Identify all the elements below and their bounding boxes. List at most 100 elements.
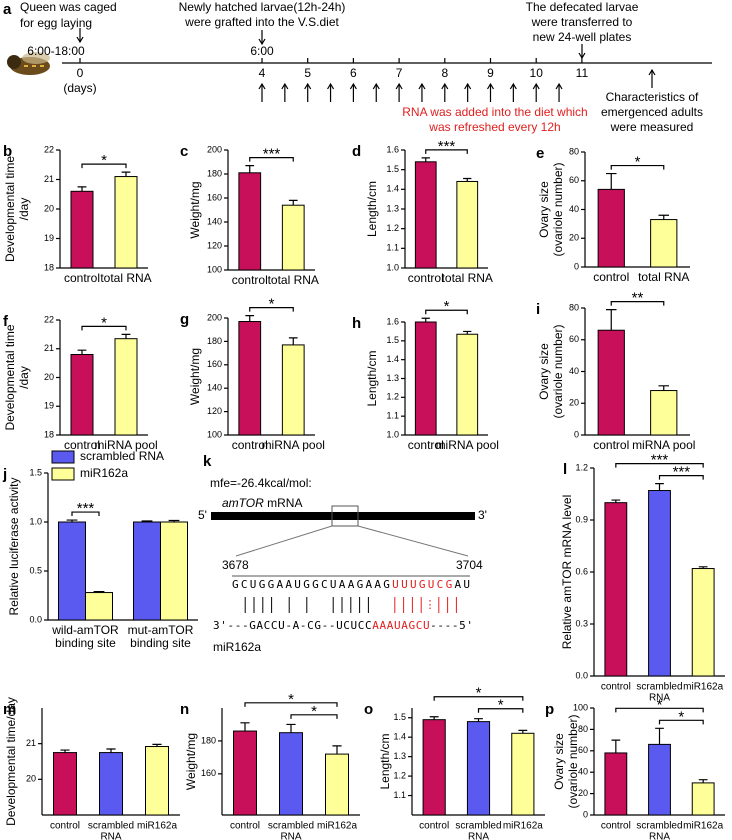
x-tick-label: total RNA — [100, 271, 151, 285]
y-tick-label: 80 — [569, 146, 579, 156]
x-tick-label: miRNA pool — [94, 438, 157, 452]
significance-bracket — [81, 325, 127, 331]
arrow-head — [349, 82, 357, 90]
arrow-head — [372, 82, 380, 90]
bar — [466, 721, 491, 816]
error-bar — [655, 483, 664, 491]
y-tick-label: 1.5 — [393, 712, 406, 722]
significance-bracket — [433, 696, 524, 701]
y-tick-label: 1.4 — [386, 354, 399, 364]
day-label: 6 — [350, 66, 357, 80]
error-bar — [245, 315, 255, 322]
y-tick-label: 1.0 — [386, 262, 399, 272]
x-tick-label: scrambled — [636, 821, 682, 832]
significance-label: *** — [651, 452, 669, 469]
y-tick-label: 120 — [207, 406, 222, 416]
y-tick-label: 180 — [201, 735, 216, 745]
y-tick-label: 20 — [578, 788, 588, 798]
error-bar — [655, 727, 664, 745]
y-tick-label: 40 — [569, 366, 579, 376]
significance-bracket — [81, 163, 127, 169]
note: was refreshed every 12h — [428, 120, 560, 134]
significance-bracket — [658, 475, 704, 480]
panel-label: g — [180, 311, 189, 328]
x-tick-label: control — [232, 438, 268, 452]
note: RNA was added into the diet which — [402, 105, 587, 119]
bar — [650, 390, 678, 436]
y-tick-label: 80 — [578, 724, 588, 734]
x-tick-label: scrambled — [636, 682, 682, 693]
y-tick-label: 1.5 — [29, 467, 42, 477]
day-label: 10 — [530, 66, 544, 80]
bar — [133, 521, 161, 621]
bar — [160, 521, 188, 621]
bar — [238, 172, 262, 271]
arrow-head — [464, 82, 472, 90]
bar — [414, 321, 437, 436]
mirna-label: miR162a — [213, 640, 261, 654]
x-tick-label: mut-amTOR — [128, 623, 194, 637]
y-tick-label: 0.5 — [29, 565, 42, 575]
error-bar — [474, 718, 483, 722]
arrow-head — [648, 68, 656, 76]
y-tick-label: 19 — [44, 233, 54, 243]
x-tick-label: wild-amTOR — [51, 623, 119, 637]
mrna-bar — [211, 512, 475, 520]
y-axis-label: Developmental time/day — [4, 697, 18, 826]
mrna-label: amTOR mRNA — [222, 496, 302, 510]
significance-bracket — [477, 708, 524, 713]
y-tick-label: 140 — [207, 216, 222, 226]
arrow-head — [486, 82, 495, 90]
x-tick-label: control — [601, 682, 631, 693]
y-tick-label: 0.0 — [29, 614, 42, 624]
y-axis-label: Developmental time — [3, 324, 17, 430]
y-tick-label: 22 — [44, 314, 54, 324]
bar — [691, 568, 715, 677]
y-tick-label: 0.0 — [575, 670, 588, 680]
significance-bracket — [658, 719, 704, 725]
error-bar — [421, 317, 430, 322]
panel-label: j — [2, 466, 7, 483]
bar — [114, 338, 138, 436]
end-label: 3' — [478, 508, 487, 522]
seq-part: AU — [454, 578, 470, 591]
y-tick-label: 1.5 — [386, 164, 399, 174]
significance-bracket — [610, 164, 665, 170]
y-axis-label: Length/cm — [365, 181, 379, 237]
error-bar — [121, 171, 131, 177]
y-axis-label: Weight/mg — [188, 181, 202, 238]
bar — [648, 490, 671, 677]
error-bar — [288, 337, 298, 345]
y-tick-label: 120 — [207, 240, 222, 250]
bar — [691, 782, 715, 816]
gene-suffix: mRNA — [264, 496, 303, 510]
x-tick-label: scrambled — [268, 821, 314, 832]
y-tick-label: 160 — [207, 192, 222, 202]
significance-bracket — [290, 714, 338, 719]
significance-label: * — [101, 314, 107, 331]
y-tick-label: 1.2 — [386, 392, 399, 402]
panel-label: n — [180, 701, 189, 718]
x-tick-label: total RNA — [442, 271, 493, 285]
bar — [422, 719, 446, 816]
seq-part: UUUGUCG — [392, 578, 452, 591]
y-tick-label: 1.1 — [386, 243, 399, 253]
error-bar — [240, 722, 250, 732]
x-tick-label: miRNA pool — [436, 438, 499, 452]
y-tick-label: 1.3 — [393, 751, 406, 761]
significance-label: * — [678, 708, 684, 725]
bar — [511, 732, 535, 816]
x-tick-label: miR162a — [683, 682, 723, 693]
significance-label: * — [444, 298, 450, 315]
bar — [456, 333, 479, 436]
y-tick-label: 18 — [44, 262, 54, 272]
day-label: 0 — [77, 66, 84, 80]
x-tick-label: RNA — [649, 693, 670, 704]
panel-label: l — [563, 461, 567, 478]
panel-label: p — [545, 701, 554, 718]
day-label: 4 — [259, 66, 266, 80]
x-tick-label: miRNA pool — [262, 438, 325, 452]
seq-part: 3'---GACCU-A-CG--UCUCC — [213, 619, 372, 632]
significance-label: * — [476, 685, 482, 702]
